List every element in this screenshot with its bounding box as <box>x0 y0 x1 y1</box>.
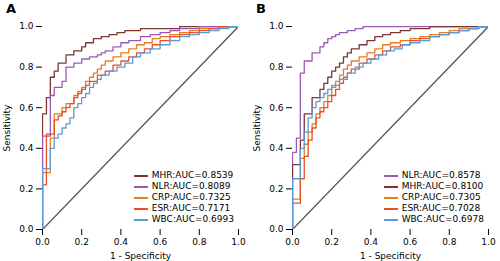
html-text:MHR:AUC=0.8539: MHR:AUC=0.8539 <box>151 170 234 180</box>
html-text:CRP:AUC=0.7305: CRP:AUC=0.7305 <box>401 192 481 202</box>
svg-text:0.4: 0.4 <box>269 143 284 153</box>
svg-text:0.8: 0.8 <box>269 62 284 72</box>
svg-text:0.8: 0.8 <box>442 237 457 247</box>
svg-text:0.0: 0.0 <box>285 237 300 247</box>
svg-text:0.6: 0.6 <box>19 103 34 113</box>
svg-text:1 - Specificity: 1 - Specificity <box>360 251 422 261</box>
html-text:A: A <box>6 1 17 16</box>
svg-text:0.0: 0.0 <box>269 224 284 234</box>
html-text:B: B <box>256 1 266 16</box>
svg-text:Sensitivity: Sensitivity <box>252 104 262 152</box>
svg-text:0.8: 0.8 <box>19 62 34 72</box>
svg-text:0.4: 0.4 <box>19 143 34 153</box>
svg-text:0.2: 0.2 <box>19 184 33 194</box>
svg-text:1.0: 1.0 <box>231 237 246 247</box>
svg-text:1.0: 1.0 <box>19 21 34 31</box>
svg-text:0.6: 0.6 <box>403 237 418 247</box>
svg-text:0.0: 0.0 <box>19 224 34 234</box>
svg-text:0.0: 0.0 <box>35 237 50 247</box>
html-text:CRP:AUC=0.7325: CRP:AUC=0.7325 <box>151 192 231 202</box>
svg-text:1.0: 1.0 <box>481 237 496 247</box>
svg-text:0.6: 0.6 <box>269 103 284 113</box>
svg-text:0.8: 0.8 <box>192 237 207 247</box>
svg-text:0.2: 0.2 <box>325 237 339 247</box>
html-text:WBC:AUC=0.6978: WBC:AUC=0.6978 <box>401 214 484 224</box>
html-text:MHR:AUC=0.8100: MHR:AUC=0.8100 <box>401 181 484 191</box>
svg-text:1 - Specificity: 1 - Specificity <box>110 251 172 261</box>
html-text:NLR:AUC=0.8089: NLR:AUC=0.8089 <box>151 181 231 191</box>
svg-text:0.2: 0.2 <box>269 184 283 194</box>
svg-text:0.4: 0.4 <box>364 237 379 247</box>
html-text:ESR:AUC=0.7028: ESR:AUC=0.7028 <box>401 203 481 213</box>
svg-text:0.6: 0.6 <box>153 237 168 247</box>
html-text:ESR:AUC=0.7171: ESR:AUC=0.7171 <box>151 203 231 213</box>
svg-text:0.2: 0.2 <box>75 237 89 247</box>
html-text:WBC:AUC=0.6993: WBC:AUC=0.6993 <box>151 214 234 224</box>
svg-text:1.0: 1.0 <box>269 21 284 31</box>
svg-text:Sensitivity: Sensitivity <box>2 104 12 152</box>
svg-text:0.4: 0.4 <box>114 237 129 247</box>
html-text:NLR:AUC=0.8578: NLR:AUC=0.8578 <box>401 170 481 180</box>
